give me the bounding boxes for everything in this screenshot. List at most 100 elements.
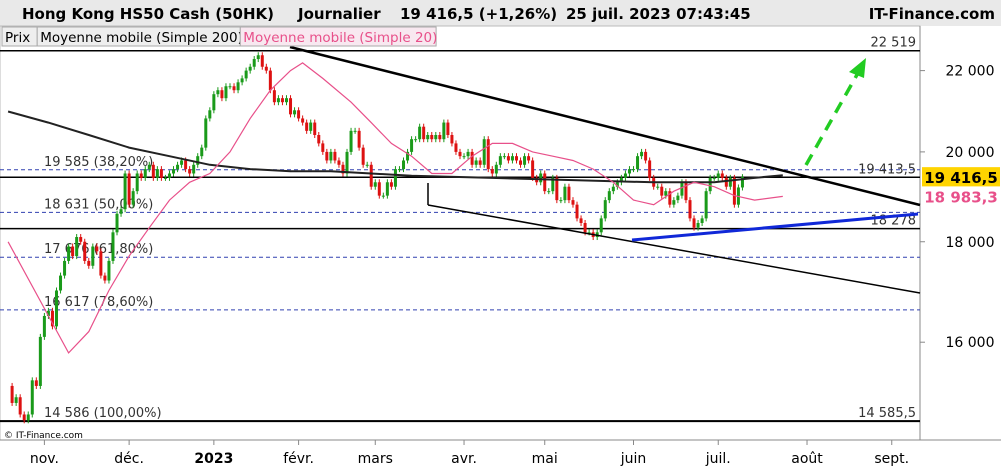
candle: [688, 200, 692, 219]
candle: [692, 218, 696, 228]
candle: [147, 164, 151, 170]
candle: [611, 186, 615, 192]
candle: [579, 218, 583, 224]
plot-frame: [0, 25, 921, 441]
candle: [321, 143, 325, 152]
legend-entry: Moyenne mobile (Simple 20): [243, 30, 437, 46]
x-tick-label: mai: [532, 451, 558, 467]
candle: [571, 200, 575, 205]
price-label: 22 519: [871, 36, 917, 51]
candle: [87, 260, 91, 266]
candle: [434, 135, 438, 140]
candle: [490, 169, 494, 174]
candle: [196, 156, 200, 165]
candle: [188, 169, 192, 174]
candle: [587, 232, 591, 234]
legend-entry: Moyenne mobile (Simple 200): [40, 30, 243, 46]
candle: [71, 246, 75, 257]
candle: [131, 191, 135, 205]
candle: [474, 160, 478, 165]
candle: [607, 191, 611, 201]
candle: [575, 204, 579, 219]
last-label-box: [922, 186, 1000, 207]
candle: [442, 122, 446, 140]
x-tick-label: nov.: [30, 451, 59, 467]
candle: [280, 98, 284, 103]
candle: [337, 160, 341, 165]
candle: [119, 209, 123, 214]
candle: [644, 151, 648, 161]
candle: [700, 218, 704, 224]
candle: [728, 177, 732, 187]
candle: [50, 310, 54, 327]
candle: [636, 156, 640, 170]
candle: [248, 66, 252, 71]
candle: [623, 173, 627, 178]
last-label: 19 416,5: [924, 169, 998, 187]
candle: [502, 156, 506, 158]
candle: [450, 135, 454, 144]
candle: [18, 397, 22, 415]
candle: [309, 122, 313, 131]
candle: [438, 135, 442, 140]
candle: [720, 173, 724, 178]
candle: [414, 139, 418, 141]
candle: [680, 182, 684, 196]
candle: [184, 160, 188, 170]
candle: [599, 218, 603, 233]
candle: [478, 160, 482, 165]
candle: [111, 232, 115, 261]
candle: [494, 164, 498, 174]
candle: [619, 177, 623, 183]
candle: [603, 200, 607, 219]
trend-lines: [289, 45, 921, 294]
candle: [38, 336, 42, 386]
candle: [361, 147, 365, 165]
title: Hong Kong HS50 Cash (50HK): [22, 5, 274, 23]
candle: [462, 156, 466, 158]
candle: [454, 143, 458, 152]
candle: [10, 385, 14, 403]
candle: [79, 237, 83, 242]
candle: [180, 160, 184, 165]
candle: [22, 414, 26, 421]
plot: 19 585 (38,20%)18 631 (50,00%)17 676 (61…: [0, 36, 920, 424]
y-tick-label: 16 000: [946, 335, 995, 351]
arrow-head: [849, 58, 866, 78]
candle: [551, 177, 555, 192]
candle: [264, 66, 268, 71]
candle: [26, 414, 30, 421]
candle: [672, 200, 676, 205]
candle: [34, 380, 38, 386]
candle: [139, 173, 143, 178]
candle: [365, 164, 369, 166]
x-tick-label: mars: [358, 451, 393, 467]
candle: [172, 169, 176, 174]
candle: [402, 160, 406, 170]
candle: [510, 156, 514, 161]
candle: [498, 156, 502, 165]
candle: [192, 164, 196, 174]
candle: [151, 164, 155, 178]
copyright: © IT-Finance.com: [4, 431, 83, 441]
candle: [543, 173, 547, 192]
candle: [369, 164, 373, 187]
candle: [716, 173, 720, 178]
candle: [345, 151, 349, 174]
candle: [724, 177, 728, 187]
candle: [418, 126, 422, 140]
candle: [466, 151, 470, 157]
candle: [648, 160, 652, 178]
candle: [684, 182, 688, 201]
candle: [212, 94, 216, 111]
x-tick-label: juil.: [705, 451, 731, 467]
x-tick-label: sept.: [874, 451, 909, 467]
candle: [422, 126, 426, 140]
candle: [567, 186, 571, 201]
candle: [615, 182, 619, 187]
last-label-box: [922, 167, 1000, 188]
candle: [240, 78, 244, 83]
y-tick-label: 22 000: [946, 64, 995, 80]
candle: [325, 151, 329, 161]
